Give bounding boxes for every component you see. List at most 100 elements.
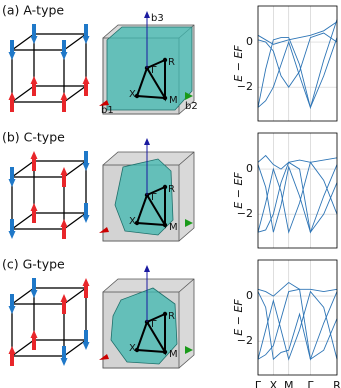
- cube-edge: [11, 85, 35, 103]
- bz-label: R: [168, 311, 175, 322]
- spin-arrow: [30, 203, 38, 223]
- bz-label: Γ: [151, 192, 157, 203]
- spin-arrow: [60, 92, 68, 112]
- spin-arrow: [82, 330, 90, 350]
- spin-arrow: [30, 24, 38, 44]
- spin-arrow: [60, 40, 68, 60]
- cube-edge: [11, 176, 65, 230]
- spin-arrow: [8, 219, 16, 239]
- k-point: [162, 222, 168, 228]
- spin-arrow: [30, 330, 38, 350]
- axis-arrow: [185, 346, 193, 354]
- spin-arrow: [82, 278, 90, 298]
- cube-edge: [11, 33, 35, 51]
- y-tick-label: 0: [246, 289, 253, 302]
- cube-edge: [33, 33, 87, 87]
- plot-frame: [257, 5, 338, 122]
- spin-arrow: [60, 346, 68, 366]
- spin-arrow: [60, 294, 68, 314]
- k-point: [162, 349, 168, 355]
- k-path: [136, 95, 166, 99]
- axis-arrow: [185, 219, 193, 227]
- cube-edge: [63, 85, 87, 103]
- band-line: [257, 161, 338, 234]
- cube-edge: [11, 160, 35, 178]
- band-line: [257, 37, 338, 109]
- spin-arrow: [30, 151, 38, 171]
- cube-edge: [11, 212, 35, 230]
- bz-box: [178, 151, 195, 166]
- panel-title: (a) A-type: [2, 3, 64, 18]
- cube-edge: [11, 287, 35, 305]
- y-tick-label: −2: [237, 80, 253, 93]
- spin-arrow: [82, 203, 90, 223]
- x-tick-label: Γ: [307, 379, 314, 388]
- cube-edge: [63, 33, 87, 51]
- cube-edge: [63, 287, 87, 305]
- x-tick-label: Γ: [255, 379, 262, 388]
- bz-label: R: [168, 57, 175, 68]
- spin-arrow: [30, 278, 38, 298]
- bz-label: b3: [151, 13, 164, 24]
- cube-edge: [11, 49, 65, 103]
- cube-edge: [11, 303, 65, 357]
- band-line: [257, 21, 338, 45]
- bz-polyhedron: [106, 26, 193, 111]
- cube-edge: [11, 339, 35, 357]
- band-line: [257, 19, 338, 110]
- bz-label: M: [169, 95, 178, 106]
- band-line: [257, 32, 338, 88]
- axis-arrow: [185, 92, 193, 100]
- plot-frame: [257, 132, 338, 249]
- spin-arrow: [8, 346, 16, 366]
- axis-arrow: [99, 100, 109, 106]
- bz-label: b2: [185, 101, 198, 112]
- cube-edge: [33, 287, 87, 341]
- spin-arrow: [82, 151, 90, 171]
- cube-edge: [63, 212, 87, 230]
- band-line: [257, 161, 338, 234]
- bz-label: R: [168, 184, 175, 195]
- bz-label: X: [129, 343, 136, 354]
- k-point: [162, 57, 168, 63]
- bz-label: Γ: [151, 319, 157, 330]
- bz-label: Γ: [151, 65, 157, 76]
- axis-arrow: [144, 265, 150, 272]
- spin-arrow: [8, 167, 16, 187]
- plot-frame: [257, 259, 338, 376]
- k-point: [134, 347, 140, 353]
- bz-label: b1: [101, 105, 114, 116]
- k-point: [162, 95, 168, 101]
- y-axis-label: E − EF: [232, 45, 245, 82]
- cube-edge: [33, 160, 87, 214]
- band-line: [257, 291, 338, 361]
- x-tick-label: R: [333, 379, 341, 388]
- cube-edge: [63, 160, 87, 178]
- bz-label: M: [169, 222, 178, 233]
- k-point: [162, 184, 168, 190]
- k-path: [136, 222, 166, 226]
- axis-arrow: [144, 138, 150, 145]
- band-line: [257, 154, 338, 170]
- bz-box: [178, 278, 195, 293]
- band-line: [257, 281, 338, 297]
- axis-arrow: [144, 11, 150, 18]
- y-axis-label: E − EF: [232, 172, 245, 209]
- spin-arrow: [82, 24, 90, 44]
- band-line: [257, 164, 338, 234]
- y-tick-label: −2: [237, 207, 253, 220]
- x-tick-label: M: [284, 379, 294, 388]
- k-point: [134, 93, 140, 99]
- bz-label: M: [169, 349, 178, 360]
- band-line: [257, 288, 338, 360]
- k-point: [134, 220, 140, 226]
- k-point: [162, 311, 168, 317]
- spin-arrow: [60, 219, 68, 239]
- y-axis-label: E − EF: [232, 299, 245, 336]
- spin-arrow: [8, 92, 16, 112]
- y-tick-label: 0: [246, 35, 253, 48]
- y-tick-label: −2: [237, 334, 253, 347]
- axis-arrow: [99, 227, 109, 233]
- k-path: [136, 349, 166, 353]
